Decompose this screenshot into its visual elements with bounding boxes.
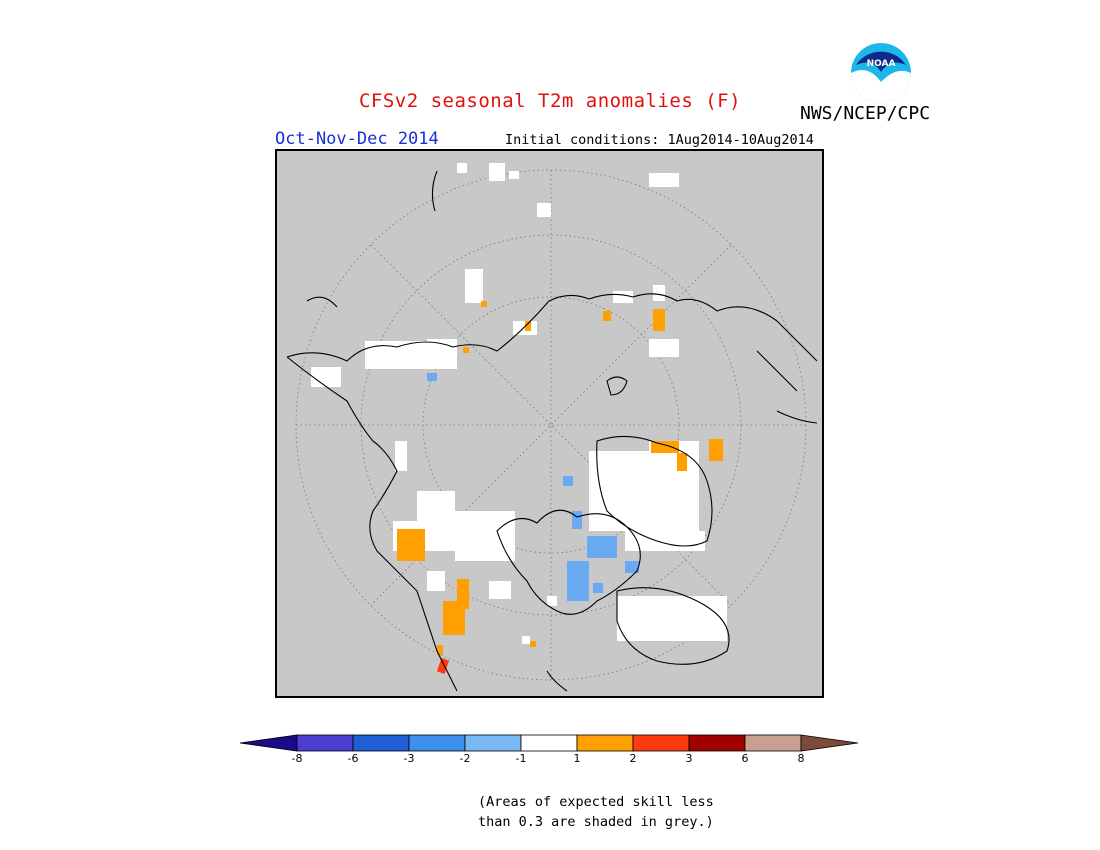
colorbar-swatch bbox=[688, 734, 746, 752]
polar-map-svg bbox=[286, 163, 818, 692]
strong-positive-anomaly-areas bbox=[436, 658, 450, 674]
skill-footnote: (Areas of expected skill less than 0.3 a… bbox=[478, 792, 714, 832]
colorbar-tick: 6 bbox=[741, 752, 749, 765]
colorbar-swatch bbox=[352, 734, 410, 752]
colorbar-swatch bbox=[520, 734, 578, 752]
noaa-logo: NOAA bbox=[851, 43, 911, 103]
colorbar-arrow-low bbox=[239, 734, 298, 752]
colorbar-tick: 1 bbox=[573, 752, 581, 765]
positive-anomaly-areas bbox=[397, 301, 723, 655]
colorbar-swatch bbox=[744, 734, 802, 752]
colorbar-tick: 3 bbox=[685, 752, 693, 765]
season-label: Oct-Nov-Dec 2014 bbox=[275, 129, 439, 149]
colorbar-tick: 8 bbox=[797, 752, 805, 765]
colorbar-tick: -1 bbox=[515, 752, 527, 765]
colorbar-tick: -2 bbox=[459, 752, 471, 765]
colorbar-swatch bbox=[632, 734, 690, 752]
footnote-line-2: than 0.3 are shaded in grey.) bbox=[478, 814, 714, 830]
agency-label: NWS/NCEP/CPC bbox=[800, 103, 931, 124]
colorbar-swatch bbox=[408, 734, 466, 752]
colorbar-tick: -8 bbox=[291, 752, 303, 765]
initial-conditions-label: Initial conditions: 1Aug2014-10Aug2014 bbox=[505, 132, 814, 148]
logo-text: NOAA bbox=[867, 59, 896, 69]
footnote-line-1: (Areas of expected skill less bbox=[478, 794, 714, 810]
polar-map bbox=[275, 149, 824, 698]
colorbar-tick: -3 bbox=[403, 752, 415, 765]
colorbar bbox=[239, 734, 859, 752]
colorbar-tick: 2 bbox=[629, 752, 637, 765]
map-title: CFSv2 seasonal T2m anomalies (F) bbox=[358, 90, 742, 112]
negative-anomaly-areas bbox=[427, 373, 639, 601]
coastlines bbox=[286, 170, 818, 692]
colorbar-arrow-high bbox=[800, 734, 859, 752]
colorbar-tick: -6 bbox=[347, 752, 359, 765]
colorbar-swatch bbox=[296, 734, 354, 752]
colorbar-swatch bbox=[576, 734, 634, 752]
colorbar-swatch bbox=[464, 734, 522, 752]
